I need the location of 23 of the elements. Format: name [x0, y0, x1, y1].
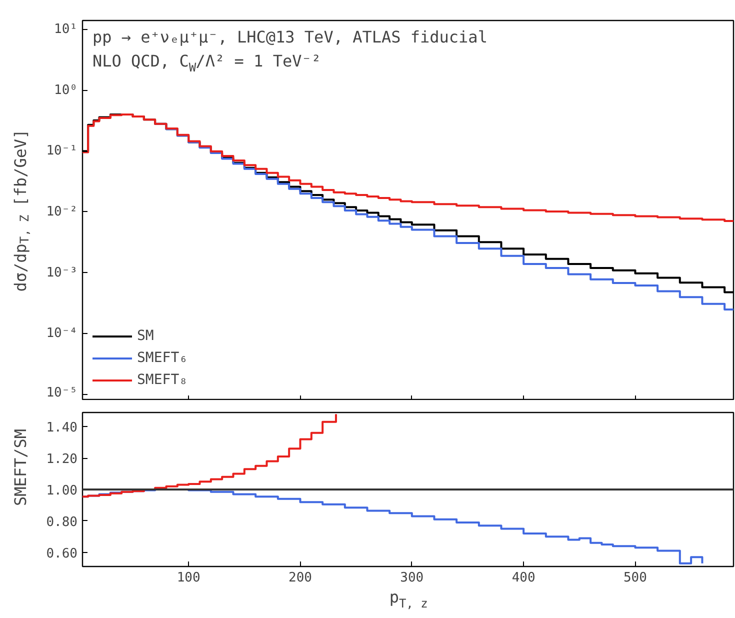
- y-tick-label: 10⁻⁴: [46, 326, 78, 342]
- y-axis-title: dσ/dpT, Z [fb/GeV]: [11, 129, 32, 292]
- y-tick-label: 10⁻³: [46, 265, 78, 280]
- y-tick-label: 0.60: [46, 546, 78, 562]
- x-tick-label: 500: [623, 570, 647, 586]
- x-tick-label: 400: [512, 570, 536, 586]
- y-tick-label: 1.00: [46, 484, 78, 498]
- y-axis-title: SMEFT/SM: [11, 428, 30, 506]
- x-tick-label: 300: [400, 570, 424, 586]
- y-tick-label: 0.80: [46, 514, 78, 530]
- legend-label: SMEFT₆: [137, 350, 188, 366]
- x-tick-label: 200: [288, 570, 312, 586]
- y-tick-label: 10⁰: [54, 82, 78, 98]
- y-tick-label: 10¹: [54, 22, 78, 37]
- y-tick-label: 1.20: [46, 452, 78, 468]
- annotation: pp → e⁺νₑμ⁺μ⁻, LHC@13 TeV, ATLAS fiducial: [92, 28, 488, 46]
- y-tick-label: 10⁻⁵: [46, 386, 78, 400]
- y-tick-label: 1.40: [46, 420, 78, 436]
- y-tick-label: 10⁻¹: [46, 144, 78, 159]
- legend-label: SM: [137, 328, 155, 344]
- legend-label: SMEFT₈: [137, 372, 188, 388]
- x-tick-label: 100: [176, 570, 200, 586]
- y-tick-label: 10⁻²: [46, 204, 78, 220]
